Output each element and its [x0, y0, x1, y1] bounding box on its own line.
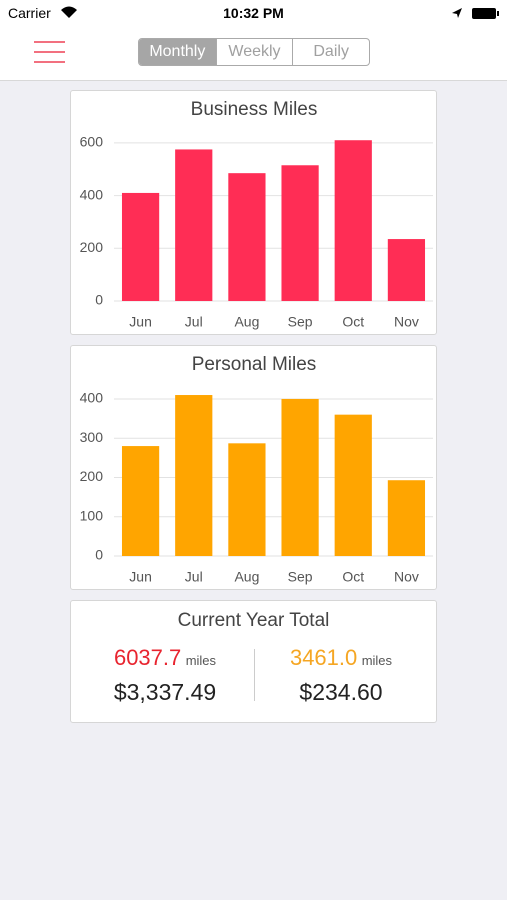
battery-icons [452, 8, 499, 19]
unit: miles [361, 653, 393, 668]
y-tick-label: 400 [80, 186, 104, 202]
bar [281, 165, 319, 301]
bar [228, 443, 266, 556]
chart-title: Personal Miles [192, 354, 317, 375]
wifi-icon [61, 6, 77, 18]
x-tick-label: Sep [288, 569, 313, 585]
bar [175, 395, 213, 556]
x-tick-label: Jun [129, 314, 152, 330]
bar [334, 140, 372, 301]
x-tick-label: Nov [394, 314, 419, 330]
header: Carrier 10:32 PM Monthly Weekly Daily [0, 0, 507, 81]
segment[interactable]: Weekly [215, 39, 293, 65]
bar [228, 173, 266, 301]
business-total: 6037.7 miles $3,337.49 [75, 645, 255, 706]
y-tick-label: 0 [95, 292, 103, 308]
segment[interactable]: Monthly [139, 39, 216, 65]
x-tick-label: Aug [234, 314, 259, 330]
segment[interactable]: Daily [292, 39, 369, 65]
chart: Business Miles 0 200 400 600 Jun Jul Aug Sep Oct N… [80, 99, 433, 330]
bar [175, 149, 213, 301]
bar [387, 480, 426, 556]
carrier: Carrier [8, 5, 51, 21]
x-tick-label: Jul [185, 569, 203, 585]
y-tick-label: 0 [95, 547, 103, 563]
bar [281, 398, 319, 556]
divider [254, 649, 255, 701]
y-tick-label: 200 [80, 468, 104, 484]
x-tick-label: Sep [288, 314, 313, 330]
x-tick-label: Oct [342, 314, 364, 330]
y-tick-label: 200 [80, 239, 104, 255]
totals-title: Current Year Total [177, 610, 330, 631]
bar [121, 446, 160, 556]
y-tick-label: 100 [80, 507, 104, 523]
bar [121, 192, 160, 301]
personal-amount: $234.60 [299, 679, 383, 705]
time: 10:32 PM [223, 5, 284, 21]
x-tick-label: Jun [129, 569, 152, 585]
x-tick-label: Jul [185, 314, 203, 330]
chart-title: Business Miles [191, 99, 318, 120]
unit: miles [185, 653, 217, 668]
chart-card: Personal Miles 0 100 200 300 400 Jun Jul Aug Sep O… [70, 345, 437, 590]
x-tick-label: Nov [394, 569, 419, 585]
menu-button[interactable] [33, 40, 67, 64]
y-tick-label: 400 [80, 390, 104, 406]
chart: Personal Miles 0 100 200 300 400 Jun Jul Aug Sep O… [80, 354, 433, 585]
business-amount: $3,337.49 [113, 679, 217, 705]
bar [387, 239, 426, 301]
business-miles: 6037.7 [113, 645, 182, 670]
segmented-control: Monthly Weekly Daily [138, 38, 370, 66]
personal-miles: 3461.0 [289, 645, 358, 670]
x-tick-label: Aug [234, 569, 259, 585]
x-tick-label: Oct [342, 569, 364, 585]
bar [334, 414, 372, 556]
totals-card: Current Year Total 6037.7 miles $3,337.4… [70, 600, 437, 723]
y-tick-label: 300 [80, 429, 104, 445]
chart-card: Business Miles 0 200 400 600 Jun Jul Aug Sep Oct N… [70, 90, 437, 335]
personal-total: 3461.0 miles $234.60 [251, 645, 431, 706]
y-tick-label: 600 [80, 134, 104, 150]
